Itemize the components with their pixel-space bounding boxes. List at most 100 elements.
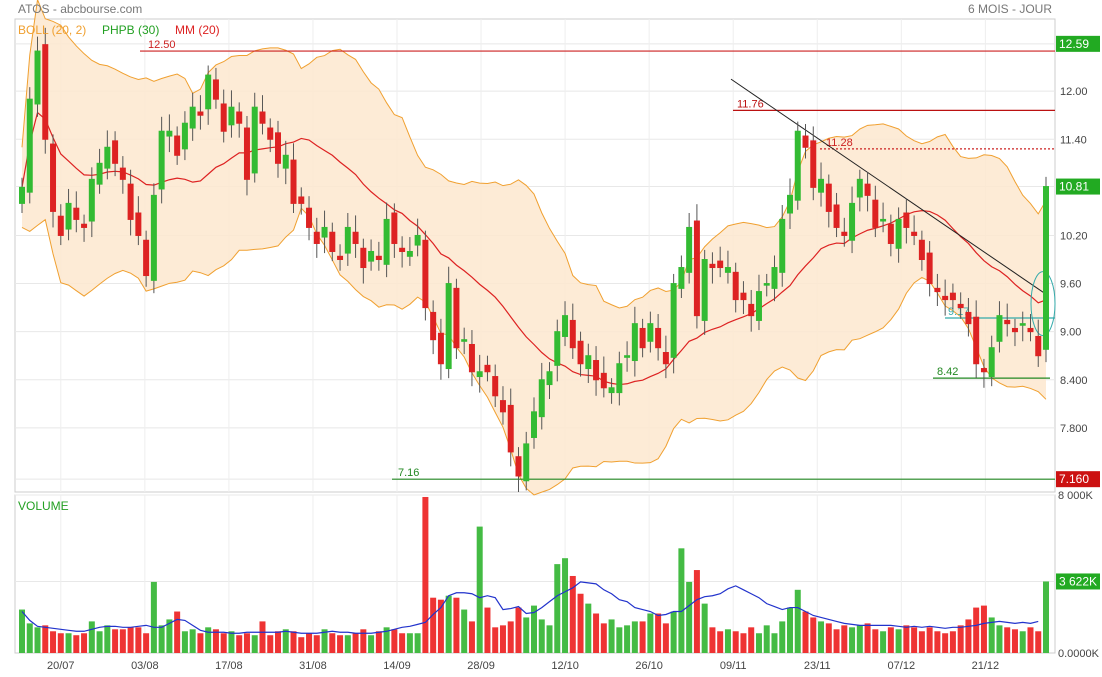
volume-bar xyxy=(631,621,638,653)
volume-marker-label: 3 622K xyxy=(1059,574,1097,588)
volume-bar xyxy=(352,633,359,653)
volume-bar xyxy=(1035,631,1042,653)
candle-body xyxy=(329,231,336,252)
price-marker xyxy=(1056,471,1100,488)
volume-bar xyxy=(290,631,297,653)
candle-body xyxy=(81,223,88,228)
volume-bar xyxy=(259,621,266,653)
candle-body xyxy=(119,167,126,180)
volume-bar xyxy=(453,597,460,653)
price-marker xyxy=(1056,35,1100,52)
candle-body xyxy=(546,371,553,386)
volume-bar xyxy=(787,607,793,653)
x-tick-label: 20/07 xyxy=(47,660,75,672)
volume-bar xyxy=(849,627,856,653)
volume-bar xyxy=(841,625,848,653)
candle-body xyxy=(911,231,918,236)
volume-bar xyxy=(686,581,693,653)
candle-body xyxy=(243,127,250,180)
volume-bar xyxy=(732,631,739,653)
volume-bar xyxy=(337,635,344,653)
candle-body xyxy=(562,315,569,337)
volume-bar xyxy=(949,631,956,653)
candle-body xyxy=(608,387,615,394)
volume-bar xyxy=(779,621,786,653)
candle-body xyxy=(724,267,731,273)
volume-bar xyxy=(236,635,243,653)
candle-body xyxy=(647,323,654,342)
price-marker-label: 10.81 xyxy=(1059,180,1089,194)
volume-marker xyxy=(1056,573,1100,590)
candle-body xyxy=(662,352,669,365)
x-tick-label: 28/09 xyxy=(467,660,495,672)
candle-body xyxy=(127,183,134,220)
candle-body xyxy=(181,122,188,150)
candle-body xyxy=(965,311,972,325)
volume-bar xyxy=(104,625,111,653)
volume-bar xyxy=(267,635,274,653)
volume-bar xyxy=(406,633,413,653)
volume-bar xyxy=(399,633,406,653)
support-7-16-label: 7.16 xyxy=(398,467,419,479)
candle-body xyxy=(593,360,600,381)
volume-bar xyxy=(329,633,336,653)
candle-body xyxy=(352,231,359,244)
price-tick-label: 7.800 xyxy=(1060,423,1088,435)
volume-bar xyxy=(313,635,320,653)
volume-tick-label: 8 000K xyxy=(1058,490,1094,502)
volume-bar xyxy=(934,631,941,653)
candle-body xyxy=(65,202,72,230)
volume-bar xyxy=(918,631,925,653)
candle-body xyxy=(523,443,530,482)
candle-body xyxy=(678,267,685,289)
volume-bar xyxy=(926,627,933,653)
candle-body xyxy=(313,231,320,244)
candle-body xyxy=(949,292,956,301)
volume-bar xyxy=(251,635,258,653)
candle-body xyxy=(515,456,522,477)
candlesticks xyxy=(19,27,1049,492)
volume-bar xyxy=(616,627,623,653)
candle-body xyxy=(942,295,949,301)
volume-bar xyxy=(96,631,103,653)
candle-body xyxy=(1011,327,1018,333)
volume-bar xyxy=(895,629,902,653)
volume-bar xyxy=(391,629,398,653)
volume-bar xyxy=(608,619,615,653)
candle-body xyxy=(1035,335,1042,357)
x-tick-label: 31/08 xyxy=(299,660,327,672)
volume-bar xyxy=(957,625,964,653)
candle-body xyxy=(872,199,879,228)
candle-body xyxy=(833,204,840,228)
candle-body xyxy=(538,379,545,418)
candle-body xyxy=(787,194,793,214)
candle-body xyxy=(445,283,452,370)
volume-bar xyxy=(461,609,468,653)
volume-bar xyxy=(903,625,910,653)
candle-body xyxy=(755,291,762,321)
candle-body xyxy=(406,250,413,257)
volume-bar xyxy=(507,621,514,653)
candle-body xyxy=(422,239,429,309)
candle-body xyxy=(360,247,367,269)
volume-bar xyxy=(360,629,367,653)
volume-bar xyxy=(942,633,949,653)
volume-bar xyxy=(119,629,126,653)
volume-bar xyxy=(647,613,654,653)
candle-body xyxy=(818,178,825,193)
candle-body xyxy=(158,130,165,190)
price-marker-label: 7.160 xyxy=(1059,472,1089,486)
candle-body xyxy=(639,327,646,349)
candle-body xyxy=(275,132,281,164)
chart-period: 6 MOIS - JOUR xyxy=(968,2,1052,16)
candle-body xyxy=(1043,186,1049,350)
volume-bar xyxy=(50,631,57,653)
volume-bar xyxy=(825,623,832,653)
candle-body xyxy=(34,50,41,105)
volume-bar xyxy=(181,631,188,653)
candle-body xyxy=(383,218,390,265)
volume-bar xyxy=(1027,627,1034,653)
volume-bar xyxy=(693,570,700,653)
candle-body xyxy=(507,404,514,453)
